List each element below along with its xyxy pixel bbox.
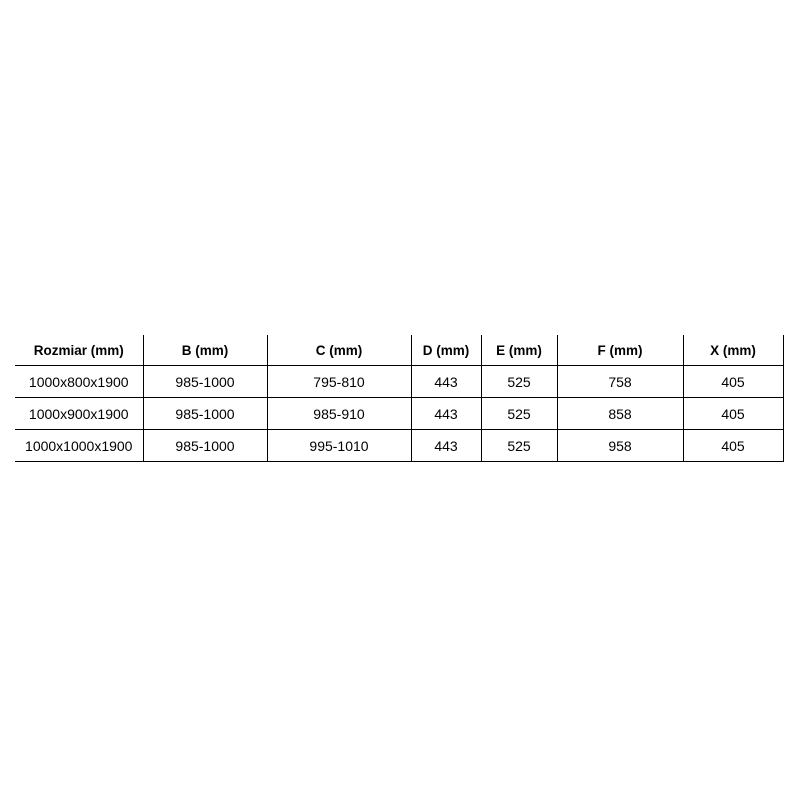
table-cell-c: 995-1010 — [266, 429, 411, 462]
table-cell-d: 443 — [410, 365, 481, 398]
column-header-d: D (mm) — [410, 335, 481, 366]
table-cell-d: 443 — [410, 397, 481, 430]
table-row: 1000x1000x1900 985-1000 995-1010 443 525… — [15, 429, 784, 462]
table-cell-f: 858 — [556, 397, 683, 430]
table-cell-b: 985-1000 — [142, 397, 267, 430]
table-cell-rozmiar: 1000x1000x1900 — [15, 429, 143, 462]
table-cell-c: 795-810 — [266, 365, 411, 398]
dimensions-table-container: Rozmiar (mm) B (mm) C (mm) D (mm) E (mm)… — [15, 335, 784, 462]
column-header-f: F (mm) — [556, 335, 683, 366]
table-row: 1000x900x1900 985-1000 985-910 443 525 8… — [15, 397, 784, 430]
table-cell-e: 525 — [480, 397, 557, 430]
table-cell-c: 985-910 — [266, 397, 411, 430]
table-cell-b: 985-1000 — [142, 429, 267, 462]
dimensions-table: Rozmiar (mm) B (mm) C (mm) D (mm) E (mm)… — [15, 335, 784, 462]
table-cell-rozmiar: 1000x900x1900 — [15, 397, 143, 430]
table-cell-rozmiar: 1000x800x1900 — [15, 365, 143, 398]
column-header-rozmiar: Rozmiar (mm) — [15, 335, 143, 366]
column-header-c: C (mm) — [266, 335, 411, 366]
table-cell-f: 758 — [556, 365, 683, 398]
table-cell-d: 443 — [410, 429, 481, 462]
column-header-b: B (mm) — [142, 335, 267, 366]
header-row: Rozmiar (mm) B (mm) C (mm) D (mm) E (mm)… — [15, 335, 784, 366]
column-header-x: X (mm) — [682, 335, 784, 366]
table-cell-x: 405 — [682, 429, 784, 462]
table-cell-x: 405 — [682, 365, 784, 398]
table-cell-b: 985-1000 — [142, 365, 267, 398]
table-cell-x: 405 — [682, 397, 784, 430]
table-cell-e: 525 — [480, 429, 557, 462]
column-header-e: E (mm) — [480, 335, 557, 366]
table-cell-f: 958 — [556, 429, 683, 462]
table-row: 1000x800x1900 985-1000 795-810 443 525 7… — [15, 365, 784, 398]
table-cell-e: 525 — [480, 365, 557, 398]
